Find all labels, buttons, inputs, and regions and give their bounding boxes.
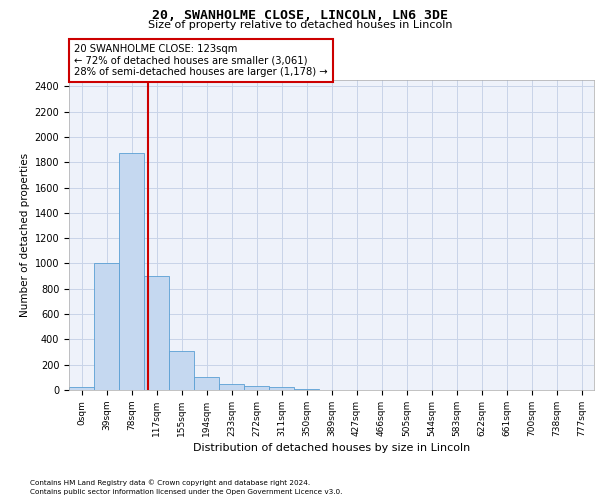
- Bar: [219, 384, 244, 390]
- Text: 20 SWANHOLME CLOSE: 123sqm
← 72% of detached houses are smaller (3,061)
28% of s: 20 SWANHOLME CLOSE: 123sqm ← 72% of deta…: [74, 44, 328, 77]
- Text: Size of property relative to detached houses in Lincoln: Size of property relative to detached ho…: [148, 20, 452, 30]
- Bar: [69, 388, 94, 390]
- Bar: [169, 352, 194, 390]
- Bar: [244, 386, 269, 390]
- Bar: [194, 378, 219, 390]
- Bar: [144, 276, 169, 390]
- Text: 20, SWANHOLME CLOSE, LINCOLN, LN6 3DE: 20, SWANHOLME CLOSE, LINCOLN, LN6 3DE: [152, 9, 448, 22]
- Text: Contains public sector information licensed under the Open Government Licence v3: Contains public sector information licen…: [30, 489, 343, 495]
- Bar: [269, 388, 294, 390]
- Bar: [119, 153, 144, 390]
- Text: Contains HM Land Registry data © Crown copyright and database right 2024.: Contains HM Land Registry data © Crown c…: [30, 480, 310, 486]
- Y-axis label: Number of detached properties: Number of detached properties: [20, 153, 31, 317]
- Bar: [294, 388, 319, 390]
- X-axis label: Distribution of detached houses by size in Lincoln: Distribution of detached houses by size …: [193, 443, 470, 453]
- Bar: [94, 264, 119, 390]
